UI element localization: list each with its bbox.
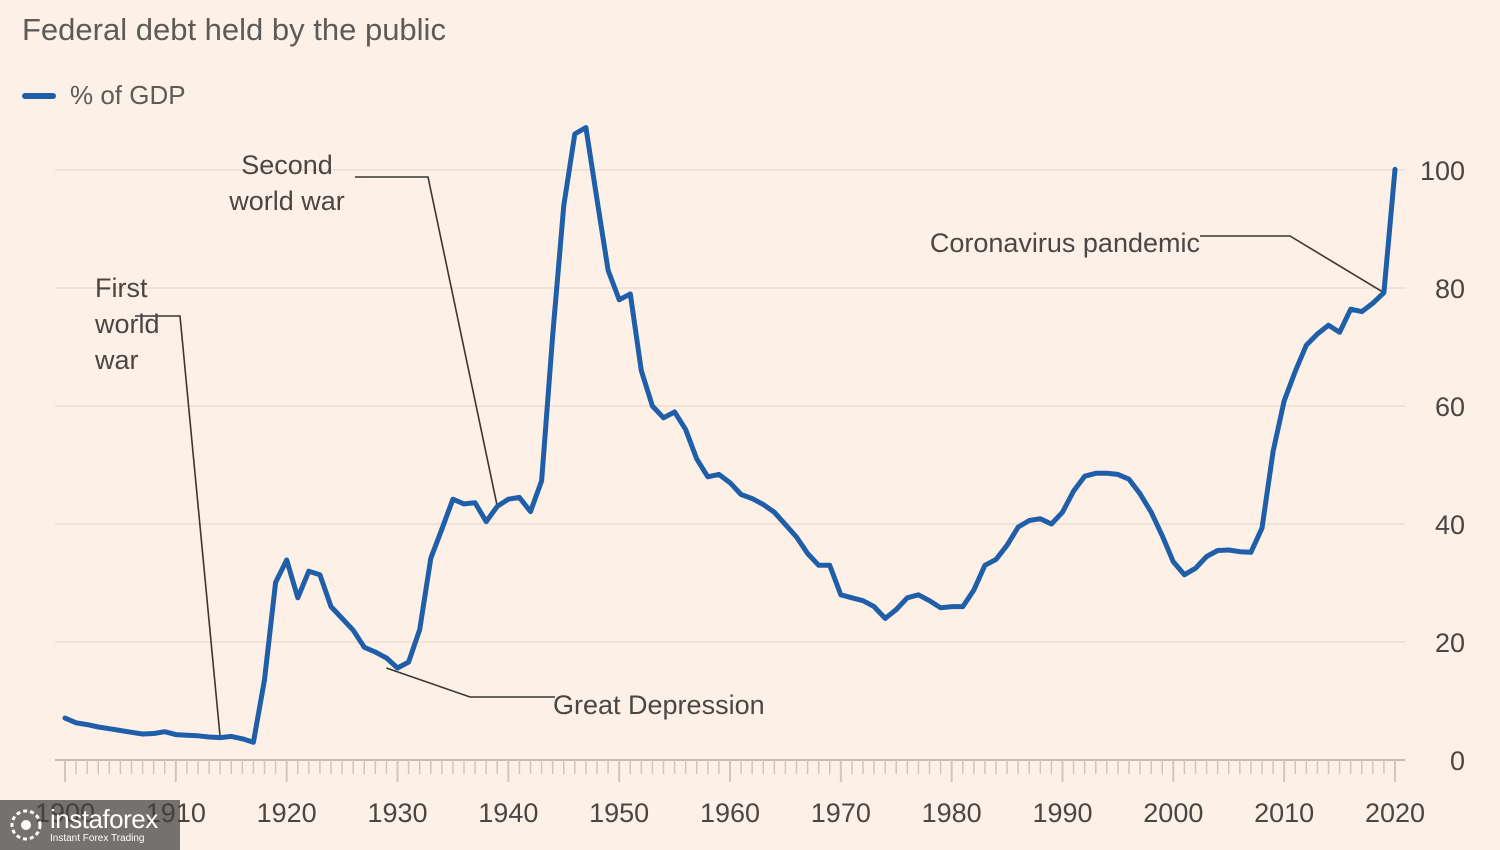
annotation-leader-first-world-war: [135, 315, 221, 738]
x-tick-label: 1960: [700, 798, 760, 828]
legend-label: % of GDP: [70, 80, 186, 110]
x-tick-label: 1920: [257, 798, 317, 828]
annotation-leader-great-depression: [386, 667, 555, 698]
legend-swatch: [22, 92, 56, 99]
y-tick-label: 100: [1420, 156, 1465, 186]
annotation-second-world-war: world war: [228, 186, 345, 216]
x-tick-label: 2010: [1254, 798, 1314, 828]
annotation-second-world-war: Second: [241, 150, 333, 180]
x-tick-label: 2000: [1143, 798, 1203, 828]
instaforex-logo-icon: [10, 809, 42, 841]
series-line-percent-of-gdp: [62, 125, 1398, 745]
annotation-great-depression: Great Depression: [553, 690, 765, 720]
y-tick-label: 60: [1435, 392, 1465, 422]
y-tick-label: 80: [1435, 274, 1465, 304]
watermark: instaforex Instant Forex Trading: [0, 800, 180, 850]
chart-title: Federal debt held by the public: [22, 12, 446, 47]
x-tick-label: 1970: [811, 798, 871, 828]
annotation-first-world-war: world: [94, 309, 160, 339]
annotation-coronavirus-pandemic: Coronavirus pandemic: [930, 228, 1200, 258]
annotation-leader-coronavirus: [1200, 235, 1385, 294]
x-tick-label: 1940: [478, 798, 538, 828]
y-tick-label: 40: [1435, 510, 1465, 540]
annotation-leader-second-world-war: [355, 176, 499, 507]
x-tick-label: 1980: [922, 798, 982, 828]
x-tick-label: 2020: [1365, 798, 1425, 828]
annotation-first-world-war: First: [95, 273, 148, 303]
watermark-tagline: Instant Forex Trading: [50, 833, 145, 844]
x-tick-label: 1990: [1032, 798, 1092, 828]
x-tick-label: 1950: [589, 798, 649, 828]
y-tick-label: 20: [1435, 628, 1465, 658]
legend: % of GDP: [22, 80, 186, 111]
y-tick-label: 0: [1450, 746, 1465, 776]
x-tick-label: 1930: [367, 798, 427, 828]
watermark-brand: instaforex: [50, 804, 158, 834]
annotation-first-world-war: war: [94, 345, 139, 375]
